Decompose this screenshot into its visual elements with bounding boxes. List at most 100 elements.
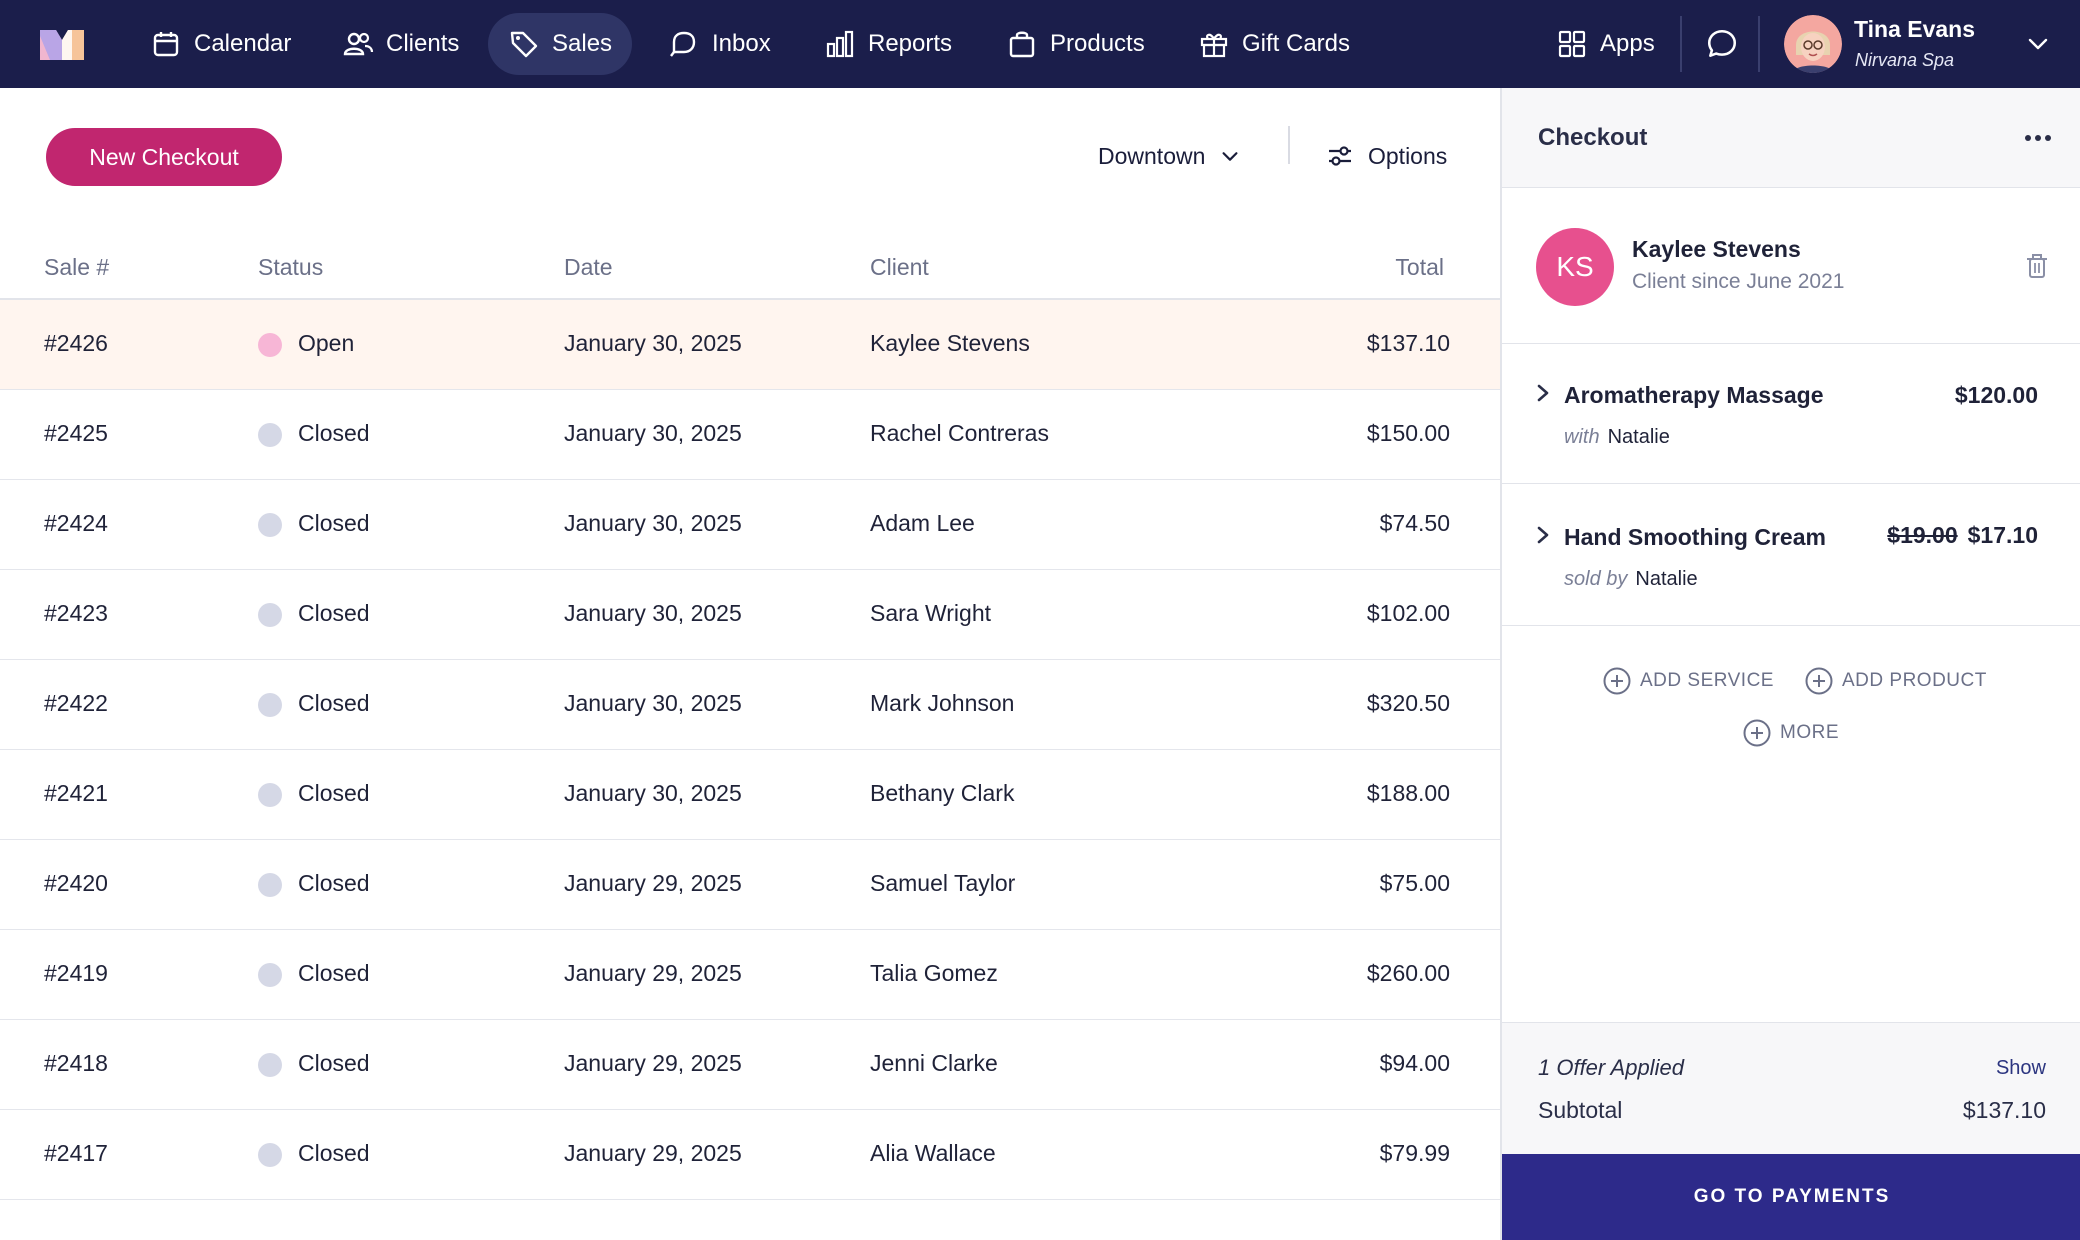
nav-products-label: Products	[1050, 30, 1145, 57]
user-photo-icon	[1784, 15, 1842, 73]
table-header: Sale # Status Date Client Total	[0, 246, 1500, 300]
subtotal-label: Subtotal	[1538, 1097, 1623, 1123]
table-row[interactable]: #2422 Closed January 30, 2025 Mark Johnson $…	[0, 660, 1500, 750]
nav-divider	[1758, 16, 1760, 72]
table-row[interactable]: #2419 Closed January 29, 2025 Talia Gomez $2…	[0, 930, 1500, 1020]
status-dot-icon	[258, 963, 282, 987]
location-label: Downtown	[1098, 142, 1206, 169]
options-button[interactable]: Options	[1326, 132, 1447, 180]
checkout-line-item[interactable]: Hand Smoothing Cream $19.00 $17.10 sold b…	[1502, 484, 2080, 626]
nav-inbox[interactable]: Inbox	[648, 13, 791, 75]
app-logo-icon[interactable]	[38, 26, 86, 62]
chat-button[interactable]	[1700, 22, 1744, 66]
line-item-staff: sold by Natalie	[1564, 568, 1698, 591]
sale-status: Closed	[298, 510, 370, 536]
table-row[interactable]: #2418 Closed January 29, 2025 Jenni Clarke $…	[0, 1020, 1500, 1110]
nav-apps[interactable]: Apps	[1536, 13, 1675, 75]
checkout-line-item[interactable]: Aromatherapy Massage $120.00 with Natalie	[1502, 344, 2080, 484]
table-row[interactable]: #2420 Closed January 29, 2025 Samuel Taylor…	[0, 840, 1500, 930]
nav-apps-label: Apps	[1600, 30, 1655, 57]
options-label: Options	[1368, 142, 1448, 169]
plus-circle-icon	[1743, 719, 1771, 747]
status-dot-icon	[258, 873, 282, 897]
nav-gift-cards[interactable]: Gift Cards	[1178, 13, 1370, 75]
column-header-sale[interactable]: Sale #	[44, 254, 110, 280]
table-row[interactable]: #2426 Open January 30, 2025 Kaylee Stevens $…	[0, 300, 1500, 390]
column-header-client[interactable]: Client	[870, 254, 929, 280]
new-checkout-button[interactable]: New Checkout	[46, 128, 282, 186]
chevron-down-icon[interactable]	[2024, 30, 2052, 58]
column-header-status[interactable]: Status	[258, 254, 324, 280]
sale-client: Adam Lee	[870, 510, 975, 536]
more-button[interactable]: MORE	[1742, 718, 1839, 748]
table-row[interactable]: #2423 Closed January 30, 2025 Sara Wright $1…	[0, 570, 1500, 660]
table-row[interactable]: #2424 Closed January 30, 2025 Adam Lee $74.5…	[0, 480, 1500, 570]
checkout-client[interactable]: KS Kaylee Stevens Client since June 2021	[1502, 188, 2080, 344]
location-dropdown[interactable]: Downtown	[1098, 132, 1241, 180]
client-avatar: KS	[1536, 228, 1614, 306]
sale-number: #2426	[44, 330, 108, 356]
nav-sales[interactable]: Sales	[488, 13, 633, 75]
sale-total: $75.00	[1379, 870, 1450, 896]
table-row[interactable]: #2417 Closed January 29, 2025 Alia Wallace $…	[0, 1110, 1500, 1200]
user-avatar[interactable]	[1784, 15, 1842, 73]
nav-calendar[interactable]: Calendar	[130, 13, 311, 75]
user-organization: Nirvana Spa	[1855, 50, 1955, 70]
line-item-price: $120.00	[1955, 382, 2038, 409]
sale-date: January 30, 2025	[564, 690, 742, 716]
nav-reports[interactable]: Reports	[804, 13, 972, 75]
nav-clients[interactable]: Clients	[322, 13, 479, 75]
sale-total: $320.50	[1366, 690, 1450, 716]
sale-status: Open	[298, 330, 355, 356]
apps-grid-icon	[1558, 30, 1586, 58]
more-options-icon[interactable]	[2018, 118, 2058, 158]
trash-icon[interactable]	[2024, 252, 2050, 280]
sale-number: #2422	[44, 690, 108, 716]
sale-date: January 30, 2025	[564, 510, 742, 536]
sale-number: #2423	[44, 600, 108, 626]
add-service-button[interactable]: ADD SERVICE	[1602, 666, 1774, 696]
checkout-header: Checkout	[1502, 88, 2080, 188]
sales-list-area: New Checkout Downtown Options Sale # Sta…	[0, 88, 1500, 1240]
sale-client: Talia Gomez	[870, 960, 998, 986]
sale-client: Mark Johnson	[870, 690, 1015, 716]
sale-client: Sara Wright	[870, 600, 992, 626]
sale-number: #2425	[44, 420, 108, 446]
sale-total: $188.00	[1366, 780, 1450, 806]
column-header-date[interactable]: Date	[564, 254, 613, 280]
line-item-name: Hand Smoothing Cream	[1564, 524, 1826, 550]
tag-icon	[510, 31, 538, 58]
status-dot-icon	[258, 333, 282, 357]
chevron-right-icon[interactable]	[1532, 524, 1554, 546]
bar-chart-icon	[826, 30, 854, 58]
go-to-payments-button[interactable]: GO TO PAYMENTS	[1502, 1154, 2080, 1240]
chevron-right-icon[interactable]	[1532, 382, 1554, 404]
line-item-staff-name: Natalie	[1607, 426, 1670, 448]
sale-status: Closed	[298, 420, 370, 446]
sale-date: January 29, 2025	[564, 1140, 742, 1166]
column-header-total[interactable]: Total	[1395, 254, 1444, 280]
add-service-label: ADD SERVICE	[1640, 670, 1774, 691]
plus-circle-icon	[1603, 667, 1631, 695]
sale-number: #2421	[44, 780, 108, 806]
add-product-button[interactable]: ADD PRODUCT	[1804, 666, 1987, 696]
sale-date: January 30, 2025	[564, 330, 742, 356]
sale-date: January 30, 2025	[564, 600, 742, 626]
sale-number: #2424	[44, 510, 108, 536]
nav-products[interactable]: Products	[986, 13, 1165, 75]
line-item-name: Aromatherapy Massage	[1564, 382, 1824, 408]
chat-bubble-icon	[1707, 29, 1737, 57]
offers-applied-text: 1 Offer Applied	[1538, 1055, 1684, 1080]
sale-date: January 29, 2025	[564, 960, 742, 986]
line-item-price-value: $120.00	[1954, 382, 2038, 408]
checkout-summary: 1 Offer Applied Show Subtotal $137.10	[1502, 1022, 2080, 1154]
top-navigation-bar: Calendar Clients Sales Inbox Reports Pro…	[0, 0, 2080, 88]
status-dot-icon	[258, 423, 282, 447]
nav-gift-cards-label: Gift Cards	[1242, 30, 1351, 57]
plus-circle-icon	[1805, 667, 1833, 695]
show-offers-link[interactable]: Show	[1995, 1057, 2046, 1079]
sale-number: #2419	[44, 960, 108, 986]
table-row[interactable]: #2425 Closed January 30, 2025 Rachel Contre…	[0, 390, 1500, 480]
sale-client: Jenni Clarke	[870, 1050, 998, 1076]
table-row[interactable]: #2421 Closed January 30, 2025 Bethany Clark…	[0, 750, 1500, 840]
